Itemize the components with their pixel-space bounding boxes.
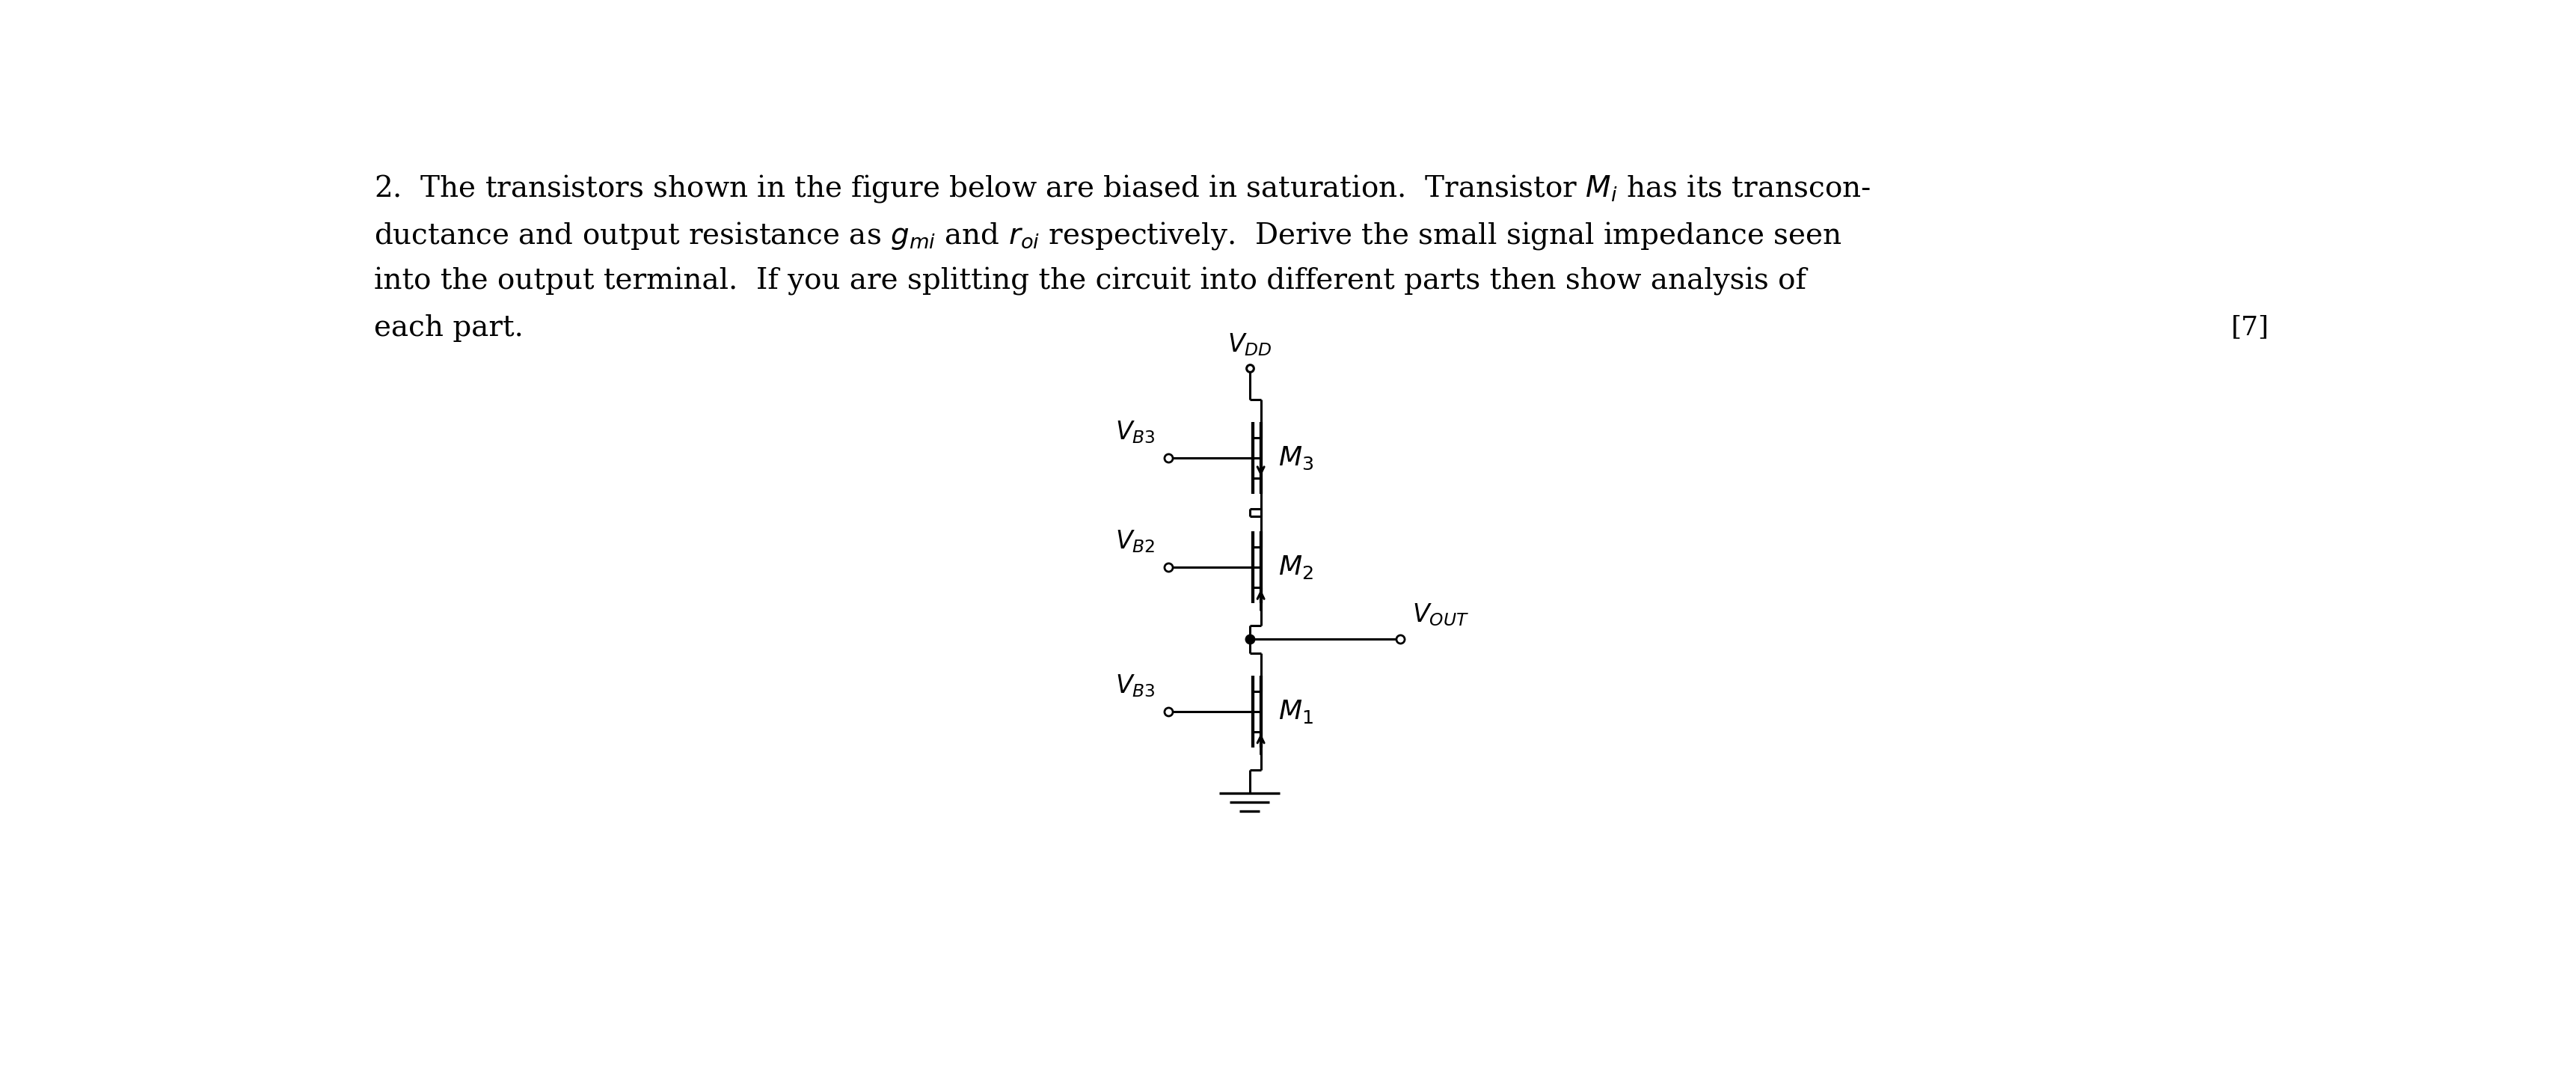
Text: into the output terminal.  If you are splitting the circuit into different parts: into the output terminal. If you are spl… (374, 268, 1806, 296)
Text: 2.  The transistors shown in the figure below are biased in saturation.  Transis: 2. The transistors shown in the figure b… (374, 173, 1870, 204)
Text: $M_1$: $M_1$ (1278, 698, 1314, 725)
Text: $V_{B3}$: $V_{B3}$ (1115, 420, 1157, 446)
Text: $V_{B2}$: $V_{B2}$ (1115, 529, 1157, 555)
Text: $M_3$: $M_3$ (1278, 445, 1314, 472)
Text: $V_{DD}$: $V_{DD}$ (1226, 331, 1273, 357)
Text: $V_{B3}$: $V_{B3}$ (1115, 673, 1157, 699)
Text: ductance and output resistance as $g_{mi}$ and $r_{oi}$ respectively.  Derive th: ductance and output resistance as $g_{mi… (374, 220, 1842, 251)
Text: [7]: [7] (2231, 314, 2269, 340)
Text: each part.: each part. (374, 314, 523, 342)
Text: $V_{OUT}$: $V_{OUT}$ (1412, 602, 1468, 628)
Text: $M_2$: $M_2$ (1278, 554, 1314, 581)
